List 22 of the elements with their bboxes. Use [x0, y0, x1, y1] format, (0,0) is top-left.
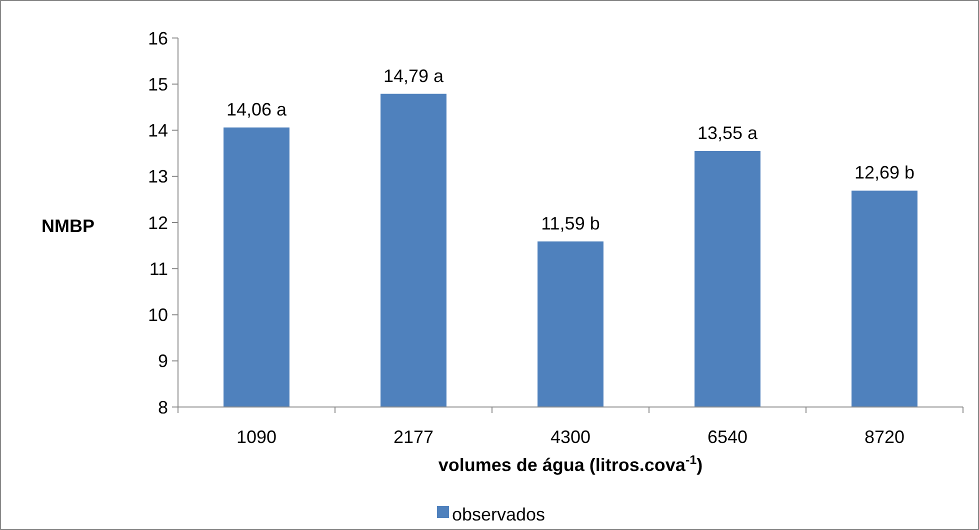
- y-tick-label: 16: [148, 28, 168, 48]
- text: 13,55 a: [697, 123, 758, 144]
- y-tick-label: 14: [148, 120, 168, 141]
- y-tick-label: 15: [148, 74, 168, 94]
- legend-label: observados: [452, 504, 546, 524]
- text: 11,59 b: [541, 213, 600, 234]
- x-tick-label: 8720: [864, 427, 905, 447]
- y-tick-label: 10: [148, 305, 168, 326]
- text: 14,06 a: [226, 99, 287, 120]
- y-tick-label: 11: [149, 258, 168, 279]
- y-tick-label: 12: [148, 212, 168, 233]
- y-axis-title: NMBP: [42, 216, 94, 236]
- y-tick-label: 8: [158, 397, 168, 418]
- y-tick-label: 13: [148, 166, 168, 187]
- x-tick-label: 2177: [393, 427, 434, 447]
- x-axis-title: volumes de água (litros.cova$^{-1}$): [438, 453, 703, 475]
- text: 14,79 a: [383, 66, 444, 86]
- x-tick-label: 6540: [707, 427, 748, 447]
- y-tick-label: 9: [158, 351, 168, 372]
- x-tick-label: 4300: [550, 427, 591, 447]
- text: 12,69 b: [854, 162, 915, 183]
- x-tick-label: 1090: [236, 427, 277, 447]
